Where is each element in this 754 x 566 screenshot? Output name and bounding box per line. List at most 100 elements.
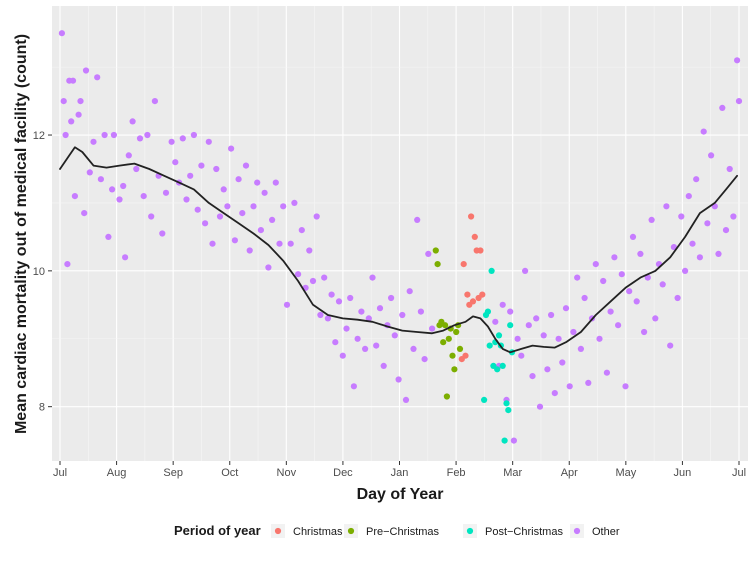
data-point [468,213,475,220]
data-point [90,138,97,145]
data-point [295,271,302,278]
data-point [343,325,350,332]
data-point [239,210,246,217]
data-point [432,247,439,254]
data-point [734,57,741,64]
data-point [719,104,726,111]
legend-swatch [466,527,474,535]
data-point [494,366,501,373]
data-point [213,165,220,173]
data-point [101,131,108,139]
x-tick-label: Apr [561,467,578,479]
data-point [682,267,689,274]
data-point [402,396,410,403]
data-point [486,342,493,349]
data-point [71,193,78,200]
data-point [406,288,413,295]
legend-swatch [573,527,581,535]
data-point [350,383,357,390]
data-point [129,118,136,125]
data-point [388,294,395,302]
data-point [425,250,432,257]
data-point [499,362,506,369]
legend-swatch [347,527,355,535]
data-point [265,264,272,271]
data-point [481,396,488,403]
data-point [250,203,257,210]
data-point [81,210,88,217]
data-point [140,193,147,200]
data-point [335,298,343,305]
data-point [261,189,268,196]
data-point [525,322,532,329]
legend-title: Period of year [174,523,261,538]
data-point [678,213,685,220]
data-point [735,98,743,105]
data-point [637,250,644,257]
data-point [522,267,529,274]
data-point [453,328,460,336]
data-point [562,305,570,312]
data-point [726,165,733,173]
x-tick-label: Jun [674,467,692,479]
data-point [321,274,328,281]
y-tick-label: 12 [33,130,45,142]
legend-swatch [274,527,282,535]
data-point [499,301,506,308]
data-point [618,271,625,278]
data-point [555,335,562,342]
data-point [479,291,486,298]
data-point [559,359,566,366]
x-axis-ticks: Jul Aug Sep Oct Nov Dec Jan Feb Mar Apr May Jun Jul [53,461,746,479]
data-point [246,247,253,254]
data-point [674,294,681,302]
data-point [434,261,441,268]
data-point [136,135,144,142]
data-point [603,369,611,376]
data-point [125,152,132,159]
data-point [120,182,127,190]
data-point [417,308,424,315]
data-point [551,390,558,397]
data-point [183,196,190,203]
data-point [116,196,123,203]
data-point [585,379,592,386]
data-point [82,67,90,74]
data-point [369,274,376,281]
data-point [685,193,692,200]
data-point [144,131,151,139]
data-point [216,213,224,220]
data-point [373,342,380,349]
data-point [503,400,510,407]
data-point [492,318,499,325]
x-tick-label: Jan [391,467,409,479]
data-point [445,335,452,342]
x-tick-label: Jul [732,467,746,479]
data-point [507,322,514,329]
x-tick-label: May [615,467,636,479]
data-point [309,277,317,285]
legend: Period of year Christmas Pre−Christmas Pos… [174,523,620,538]
y-axis-title: Mean cardiac mortality out of medical fa… [13,34,30,434]
data-point [704,220,711,227]
data-point [540,332,547,339]
data-point [596,335,603,342]
data-point [306,247,313,254]
data-point [730,213,737,220]
data-point [313,213,320,220]
data-point [696,254,704,261]
data-point [518,352,525,359]
data-point [544,366,551,373]
data-point [362,345,369,352]
data-point [148,213,155,220]
data-point [700,128,707,135]
x-axis-title: Day of Year [357,486,444,503]
data-point [94,74,101,81]
y-tick-label: 10 [33,266,45,278]
data-point [172,159,179,166]
data-point [69,77,77,84]
data-point [641,328,648,336]
data-point [495,332,503,339]
data-point [68,118,75,125]
